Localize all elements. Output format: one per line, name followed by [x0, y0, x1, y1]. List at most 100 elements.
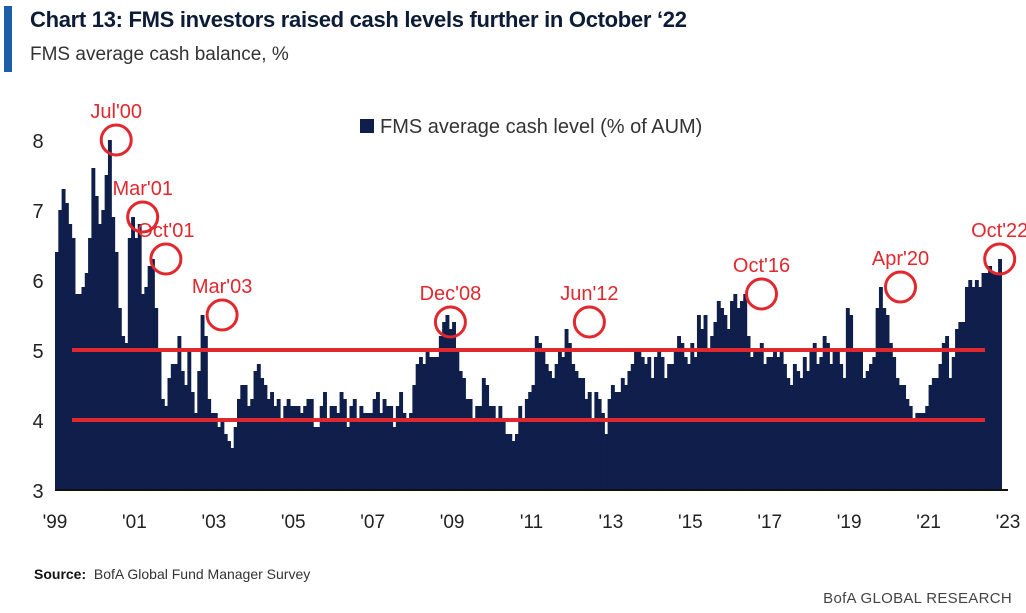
bar: [534, 336, 539, 490]
bar: [342, 399, 347, 490]
bar: [796, 371, 801, 490]
bar: [184, 385, 188, 490]
bar: [471, 420, 476, 490]
bar: [746, 336, 751, 490]
bar: [452, 322, 456, 490]
bar: [213, 413, 218, 490]
bar: [498, 406, 503, 490]
bar: [505, 434, 509, 490]
x-tick-label: '09: [440, 512, 465, 533]
bar: [898, 385, 903, 490]
bar: [660, 357, 665, 490]
bar: [776, 357, 781, 490]
annotation-label: Mar'01: [112, 178, 173, 200]
annotation-circle: [205, 298, 239, 332]
bar: [134, 238, 139, 490]
bar: [193, 413, 198, 490]
bar: [253, 371, 258, 490]
bar: [418, 357, 423, 490]
bar: [915, 413, 920, 490]
x-tick-label: '05: [281, 512, 306, 533]
bar: [792, 364, 797, 490]
bar: [491, 406, 496, 490]
bar: [280, 420, 284, 490]
bar: [306, 399, 311, 490]
bar: [587, 392, 592, 490]
bar: [217, 427, 222, 490]
bar: [475, 406, 480, 490]
bar: [875, 308, 880, 490]
annotation-label: Jun'12: [560, 283, 618, 305]
y-tick-label: 3: [32, 481, 43, 503]
bar: [782, 364, 787, 490]
bar: [964, 287, 969, 490]
bar: [55, 252, 59, 490]
bar: [650, 378, 655, 490]
bar: [991, 273, 996, 490]
y-tick-label: 8: [32, 131, 43, 153]
bar: [812, 343, 817, 490]
bar: [806, 371, 811, 490]
bar: [763, 364, 768, 490]
bar: [309, 399, 314, 490]
bar: [177, 336, 182, 490]
bar: [190, 392, 195, 490]
bar: [405, 420, 410, 490]
source-label: Source:: [34, 566, 87, 582]
bar: [544, 364, 549, 490]
bar: [339, 392, 344, 490]
bar: [723, 315, 728, 490]
annotation-label: Jul'00: [90, 101, 142, 123]
bar: [677, 336, 682, 490]
bar: [141, 294, 145, 490]
bar: [448, 329, 453, 490]
bar: [912, 420, 916, 490]
bar: [270, 392, 274, 490]
bar: [462, 378, 466, 490]
bar: [379, 413, 384, 490]
source-note: Source: BofA Global Fund Manager Survey: [34, 566, 310, 582]
bar: [948, 378, 953, 490]
bars-layer: [55, 140, 1002, 490]
bar: [332, 406, 337, 490]
bar: [607, 399, 612, 490]
bar: [921, 413, 926, 490]
bar: [630, 364, 635, 490]
bar: [74, 294, 79, 490]
bar: [802, 357, 807, 490]
bar: [167, 378, 172, 490]
bar: [733, 294, 738, 490]
bar: [869, 364, 873, 490]
bar: [981, 273, 986, 490]
bar: [882, 308, 887, 490]
bar: [107, 140, 112, 490]
bar: [180, 371, 185, 490]
bar: [336, 413, 341, 490]
bar: [121, 336, 126, 490]
bar: [931, 378, 936, 490]
annotation-label: Dec'08: [420, 283, 482, 305]
bar: [597, 399, 602, 490]
bar: [710, 336, 715, 490]
annotation-circle: [99, 123, 133, 157]
bar: [574, 371, 579, 490]
bar: [842, 378, 847, 490]
bar: [617, 392, 622, 490]
bar: [730, 301, 734, 490]
source-text: BofA Global Fund Manager Survey: [93, 566, 311, 582]
bar: [200, 315, 205, 490]
bar: [988, 266, 993, 490]
bar: [402, 413, 407, 490]
brand-footer: BofA GLOBAL RESEARCH: [823, 590, 1012, 607]
bar: [164, 406, 169, 490]
bar: [610, 385, 615, 490]
x-tick-label: '03: [201, 512, 226, 533]
bar: [647, 357, 652, 490]
annotation-label: Apr'20: [872, 248, 929, 270]
bar: [620, 378, 625, 490]
bar: [127, 238, 132, 490]
bar: [375, 392, 380, 490]
x-tick-label: '21: [916, 512, 941, 533]
bar: [902, 385, 907, 490]
bar: [293, 406, 298, 490]
